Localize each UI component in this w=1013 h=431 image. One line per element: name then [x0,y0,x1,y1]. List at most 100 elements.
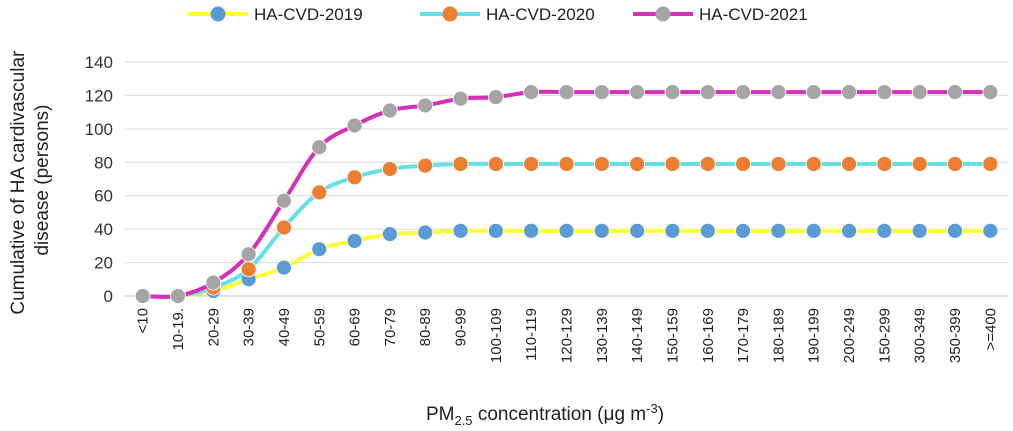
data-point [417,97,434,114]
legend-entry: HA-CVD-2019 [188,5,363,24]
x-tick-label: 60-69 [347,308,364,346]
data-point [593,156,610,172]
data-point [523,156,540,172]
data-point [876,222,893,239]
data-point [841,222,857,239]
data-point [240,261,257,278]
series-ha-cvd-2020 [134,156,999,304]
data-point [699,156,716,172]
data-point [841,84,857,100]
data-point [699,222,716,239]
data-point [417,224,434,241]
data-point [311,184,328,201]
y-axis-title: Cumulative of HA cardivascular disease (… [8,45,53,314]
y-tick-label: 0 [104,287,113,306]
legend-entry: HA-CVD-2021 [633,5,808,24]
x-axis-title-rest: concentration (μg m [473,404,647,425]
data-point [558,222,575,239]
data-point [805,156,822,172]
data-point [276,219,292,236]
x-tick-label: 200-249 [841,308,858,363]
x-tick-label: 20-29 [205,308,222,346]
legend-label: HA-CVD-2020 [486,5,595,24]
x-tick-label: 100-109 [488,308,505,363]
x-tick-label: 40-49 [276,308,293,346]
x-axis-title-end: ) [658,404,664,425]
data-point [629,222,646,239]
data-point [664,222,681,239]
x-tick-label: 70-79 [382,308,399,346]
data-point [381,226,398,243]
data-point [876,156,893,172]
data-point [487,156,504,172]
axes: 0 20 40 60 80 100 120 140 <10 10-19. 20-29 30-39 40-… [85,53,1008,363]
x-tick-label: >=400 [982,308,999,351]
data-point [452,90,469,107]
data-point [876,84,893,100]
series-lines [134,84,999,304]
series-line [142,89,991,299]
x-tick-label: 120-129 [559,308,576,363]
data-point [523,222,540,239]
data-point [558,84,575,100]
data-point [240,246,257,263]
y-tick-label: 120 [85,86,113,105]
data-point [841,156,857,172]
data-point [311,241,328,258]
y-tick-label: 100 [85,120,113,139]
data-point [558,156,575,172]
data-point [381,102,398,119]
data-point [770,84,787,100]
data-point [805,84,822,100]
y-tick-label: 40 [94,220,113,239]
x-tick-label: 150-159 [664,308,681,363]
data-point [770,222,787,239]
data-point [770,156,787,172]
x-tick-label: 300-349 [912,308,929,363]
data-point [523,84,540,100]
data-point [452,222,469,239]
data-point [805,222,822,239]
data-point [170,288,186,304]
legend-entry: HA-CVD-2020 [420,5,595,24]
data-point [735,222,751,239]
data-point [982,84,999,100]
x-axis-title-main: PM [426,404,455,425]
x-tick-label: 150-299 [876,308,893,363]
data-point [381,161,398,177]
data-point [311,139,328,156]
data-point [911,84,928,100]
x-tick-label: 80-89 [417,308,434,346]
data-point [205,274,222,291]
x-tick-label: 170-179 [735,308,752,363]
x-axis-title-superscript: -3 [646,401,658,416]
x-tick-label: 140-149 [629,308,646,363]
legend-marker-swatch [210,6,226,22]
legend-label: HA-CVD-2021 [699,5,808,24]
x-tick-label: 180-189 [770,308,787,363]
data-point [593,84,610,100]
legend: HA-CVD-2019 HA-CVD-2020 HA-CVD-2021 [188,5,808,24]
y-tick-label: 80 [94,153,113,172]
data-point [134,288,151,304]
data-point [911,156,928,172]
x-tick-label: 190-199 [806,308,823,363]
x-tick-label: 160-169 [700,308,717,363]
legend-label: HA-CVD-2019 [254,5,363,24]
data-point [276,192,292,209]
data-point [982,222,999,239]
data-point [735,156,751,172]
data-point [629,156,646,172]
data-point [487,222,504,239]
y-tick-label: 60 [94,187,113,206]
data-point [346,117,363,134]
x-tick-label: 50-59 [311,308,328,346]
legend-marker-swatch [442,6,458,22]
data-point [417,157,434,174]
x-tick-label: 10-19. [170,308,187,351]
data-point [593,222,610,239]
series-line [142,228,991,299]
y-tick-label: 140 [85,53,113,72]
x-tick-label: 90-99 [453,308,470,346]
